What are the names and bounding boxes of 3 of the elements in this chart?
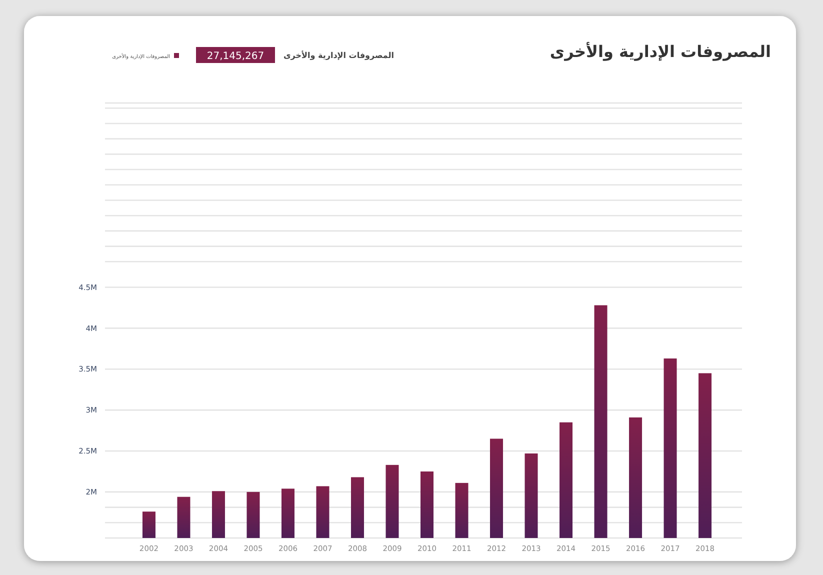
text: المصروفات الإدارية والأخرى bbox=[283, 50, 394, 60]
chart-title: المصروفات الإدارية والأخرى bbox=[550, 41, 771, 61]
text: 27,145,267 bbox=[206, 51, 264, 62]
